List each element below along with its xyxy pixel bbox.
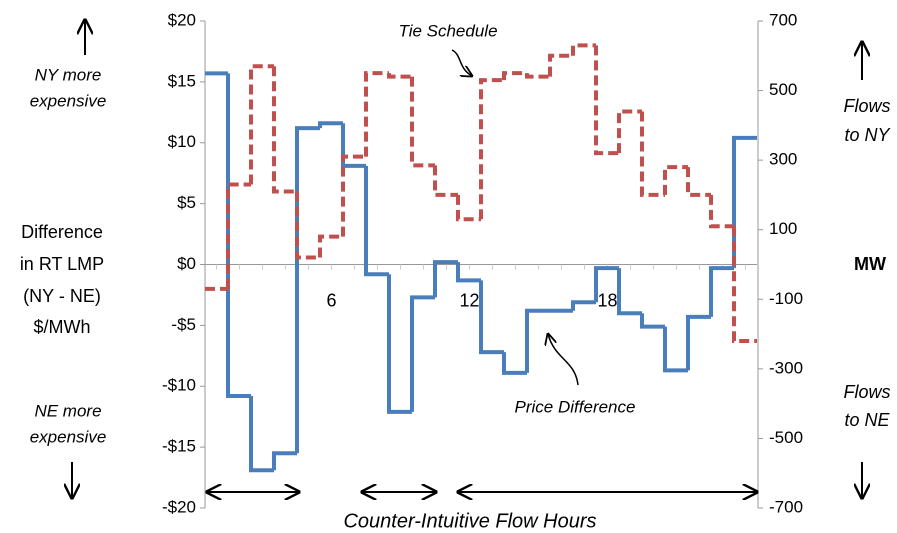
step-segment [410,76,435,168]
annotation: to NE [844,410,890,430]
y2-tick-label: 300 [769,150,797,169]
y-tick-label: $20 [168,10,196,29]
y-axis-label: in RT LMP [20,254,104,274]
step-segment [732,226,757,344]
y-tick-label: $15 [168,71,196,90]
step-segment [318,121,343,129]
marks [205,43,757,473]
step-segment [617,268,642,316]
step-segment [364,71,389,157]
y2-tick-label: 700 [769,10,797,29]
step-segment [479,280,504,355]
step-segment [686,314,711,371]
step-segment [640,111,665,197]
y-tick-label: -$10 [162,376,196,395]
y2-tick-label: 500 [769,80,797,99]
step-segment [571,43,596,56]
step-segment [387,274,412,414]
step-segment [594,45,619,156]
step-segment [640,313,665,329]
step-segment [548,53,573,77]
step-segment [272,451,297,471]
y-axis-label: Difference [21,222,103,242]
y-axis-label: (NY - NE) [23,286,101,306]
step-segment [663,165,688,195]
y-tick-label: $5 [177,193,196,212]
y-tick-label: -$15 [162,437,196,456]
y-tick-label: -$20 [162,497,196,516]
y-tick-label: $0 [177,254,196,273]
annotation: Counter-Intuitive Flow Hours [343,510,596,532]
annotation: Flows [843,382,890,402]
y2-tick-label: -700 [769,497,803,516]
series-label: Tie Schedule [398,21,497,40]
step-segment [594,266,619,303]
annotation: to NY [844,125,891,145]
step-segment [295,191,320,260]
step-segment [663,326,688,373]
x-tick-label: 12 [459,290,479,310]
step-segment [479,78,504,220]
arrow [548,334,579,386]
step-segment [295,126,320,454]
y2-tick-label: 100 [769,219,797,238]
step-segment [709,194,734,229]
x-tick-label: 6 [326,290,336,310]
y2-tick-label: -100 [769,289,803,308]
step-segment [571,300,596,311]
step-segment [686,167,711,197]
step-segment [502,352,527,375]
step-segment [732,135,757,269]
y-tick-label: -$5 [171,315,196,334]
x-tick-label: 18 [597,290,617,310]
step-segment [341,123,366,168]
step-segment [272,66,297,194]
annotation: Flows [843,96,890,116]
y2-tick-label: -300 [769,358,803,377]
y-tick-label: $10 [168,132,196,151]
step-segment [226,182,251,289]
step-segment [456,194,481,222]
step-segment [341,154,366,237]
step-segment [525,308,550,373]
annotation: NY more [35,65,102,84]
step-segment [410,295,435,412]
step-segment [502,71,527,81]
axes: -$20 -$15 -$10 -$5 $0 $5 $10 $15 $20 -700 -500 -300… [162,10,803,516]
step-segment [525,73,550,79]
step-segment [318,234,343,258]
step-segment [456,262,481,283]
step-segment [364,165,389,277]
step-segment [249,64,274,185]
step-segment [387,73,412,79]
annotation: NE more [34,401,101,420]
step-segment [433,165,458,197]
step-segment [249,395,274,473]
y2-axis-label: MW [854,254,886,274]
step-segment [433,260,458,298]
arrow [451,49,472,76]
y2-tick-label: -500 [769,428,803,447]
y-axis-label: $/MWh [33,317,90,337]
annotation: expensive [30,91,107,110]
annotation: expensive [30,427,107,446]
step-segment [709,266,734,317]
step-segment [617,109,642,154]
series-label: Price Difference [515,397,636,416]
step-segment [226,73,251,398]
